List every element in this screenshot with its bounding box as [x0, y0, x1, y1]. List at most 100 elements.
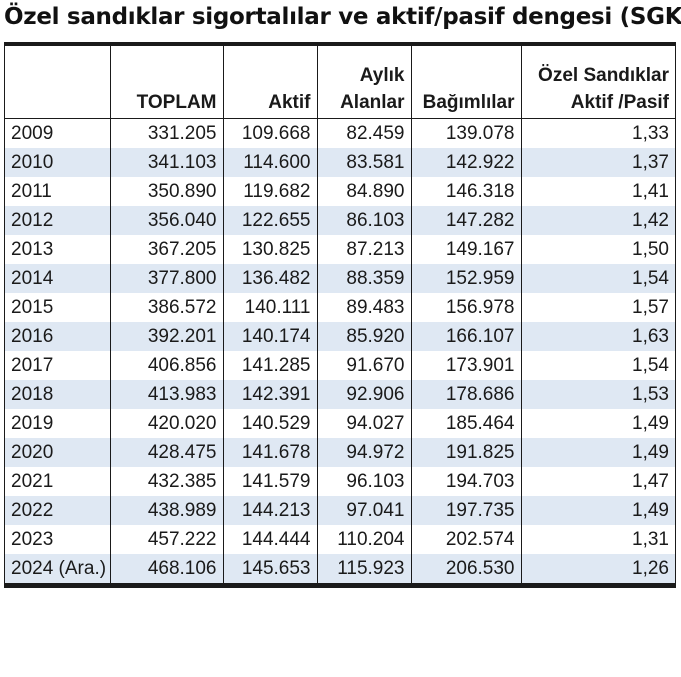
cell-year: 2014 [5, 264, 111, 293]
cell-aktif: 130.825 [223, 235, 318, 264]
cell-toplam: 438.989 [110, 496, 224, 525]
table-row: 2021 432.385 141.579 96.103 194.703 1,47 [5, 467, 675, 496]
cell-aylik-alanlar: 110.204 [317, 525, 412, 554]
cell-toplam: 367.205 [110, 235, 224, 264]
table-row: 2014 377.800 136.482 88.359 152.959 1,54 [5, 264, 675, 293]
cell-bagimlilar: 142.922 [411, 148, 522, 177]
cell-aylik-alanlar: 88.359 [317, 264, 412, 293]
cell-toplam: 392.201 [110, 322, 224, 351]
cell-aktif: 144.213 [223, 496, 318, 525]
cell-bagimlilar: 156.978 [411, 293, 522, 322]
table-row: 2011 350.890 119.682 84.890 146.318 1,41 [5, 177, 675, 206]
cell-aktif: 145.653 [223, 554, 318, 583]
cell-aktif-pasif: 1,57 [632, 297, 669, 318]
cell-toplam: 331.205 [110, 118, 224, 148]
cell-toplam: 428.475 [110, 438, 224, 467]
cell-aylik-alanlar: 97.041 [317, 496, 412, 525]
cell-aktif-pasif: 1,50 [632, 239, 669, 260]
cell-aktif-pasif: 1,54 [632, 355, 669, 376]
cell-bagimlilar: 202.574 [411, 525, 522, 554]
cell-toplam: 420.020 [110, 409, 224, 438]
table-header-row: TOPLAM Aktif Aylık Alanlar Bağımlılar Öze… [5, 46, 675, 119]
cell-bagimlilar: 149.167 [411, 235, 522, 264]
cell-aktif: 136.482 [223, 264, 318, 293]
cell-year: 2016 [5, 322, 111, 351]
header-toplam: TOPLAM [110, 46, 224, 119]
cell-year: 2015 [5, 293, 111, 322]
cell-aktif-pasif: 1,42 [521, 206, 675, 235]
cell-year: 2021 [5, 467, 111, 496]
cell-toplam: 406.856 [110, 351, 224, 380]
cell-year: 2017 [5, 351, 111, 380]
cell-aktif-pasif: 1,41 [632, 181, 669, 202]
cell-aktif: 144.444 [223, 525, 318, 554]
cell-aktif: 142.391 [223, 380, 318, 409]
cell-bagimlilar: 185.464 [411, 409, 522, 438]
cell-aktif: 114.600 [223, 148, 318, 177]
cell-toplam: 468.106 [110, 554, 224, 583]
cell-aktif: 140.111 [223, 293, 318, 322]
cell-bagimlilar: 166.107 [411, 322, 522, 351]
table-row: 2017 406.856 141.285 91.670 173.901 1,54 [5, 351, 675, 380]
cell-year: 2011 [5, 177, 111, 206]
cell-year: 2022 [5, 496, 111, 525]
header-bagimlilar: Bağımlılar [411, 46, 522, 119]
cell-toplam: 377.800 [110, 264, 224, 293]
cell-year: 2013 [5, 235, 111, 264]
cell-toplam: 356.040 [110, 206, 224, 235]
cell-aylik-alanlar: 115.923 [317, 554, 412, 583]
cell-bagimlilar: 146.318 [411, 177, 522, 206]
table-row: 2022 438.989 144.213 97.041 197.735 1,49 [5, 496, 675, 525]
cell-bagimlilar: 206.530 [411, 554, 522, 583]
table-row: 2024 (Ara.) 468.106 145.653 115.923 206.530 1… [5, 554, 675, 583]
cell-aktif-pasif: 1,47 [632, 471, 669, 492]
cell-bagimlilar: 197.735 [411, 496, 522, 525]
cell-aktif-pasif: 1,31 [632, 529, 669, 550]
page-title: Özel sandıklar sigortalılar ve aktif/pas… [4, 4, 681, 30]
cell-year: 2020 [5, 438, 111, 467]
cell-aktif: 140.529 [223, 409, 318, 438]
cell-year: 2024 (Ara.) [5, 554, 111, 583]
cell-year: 2012 [5, 206, 111, 235]
cell-bagimlilar: 147.282 [411, 206, 522, 235]
cell-toplam: 386.572 [110, 293, 224, 322]
cell-year: 2010 [5, 148, 111, 177]
header-aktif: Aktif [223, 46, 318, 119]
cell-year: 2009 [5, 118, 111, 148]
cell-aktif: 119.682 [223, 177, 318, 206]
cell-aktif: 122.655 [223, 206, 318, 235]
cell-aylik-alanlar: 92.906 [317, 380, 412, 409]
cell-bagimlilar: 139.078 [411, 118, 522, 148]
cell-bagimlilar: 178.686 [411, 380, 522, 409]
cell-year: 2018 [5, 380, 111, 409]
cell-aktif-pasif: 1,63 [521, 322, 675, 351]
table-row: 2018 413.983 142.391 92.906 178.686 1,53 [5, 380, 675, 409]
cell-bagimlilar: 152.959 [411, 264, 522, 293]
cell-aktif-pasif: 1,49 [521, 496, 675, 525]
cell-bagimlilar: 191.825 [411, 438, 522, 467]
cell-aktif: 141.285 [223, 351, 318, 380]
header-year [5, 46, 111, 119]
cell-aylik-alanlar: 94.027 [317, 409, 412, 438]
cell-aktif-pasif: 1,26 [521, 554, 675, 583]
table-row: 2019 420.020 140.529 94.027 185.464 1,49 [5, 409, 675, 438]
cell-bagimlilar: 173.901 [411, 351, 522, 380]
cell-aylik-alanlar: 96.103 [317, 467, 412, 496]
cell-aktif-pasif: 1,54 [521, 264, 675, 293]
table-row: 2015 386.572 140.111 89.483 156.978 1,57 [5, 293, 675, 322]
cell-toplam: 432.385 [110, 467, 224, 496]
cell-aylik-alanlar: 91.670 [317, 351, 412, 380]
table-row: 2016 392.201 140.174 85.920 166.107 1,63 [5, 322, 675, 351]
cell-aylik-alanlar: 83.581 [317, 148, 412, 177]
cell-aylik-alanlar: 84.890 [317, 177, 412, 206]
cell-toplam: 413.983 [110, 380, 224, 409]
table-row: 2020 428.475 141.678 94.972 191.825 1,49 [5, 438, 675, 467]
cell-aktif-pasif: 1,49 [632, 413, 669, 434]
cell-aktif: 140.174 [223, 322, 318, 351]
table-row: 2012 356.040 122.655 86.103 147.282 1,42 [5, 206, 675, 235]
cell-aylik-alanlar: 86.103 [317, 206, 412, 235]
cell-year: 2023 [5, 525, 111, 554]
table-row: 2010 341.103 114.600 83.581 142.922 1,37 [5, 148, 675, 177]
table-row: 2023 457.222 144.444 110.204 202.574 1,31 [5, 525, 675, 554]
cell-toplam: 350.890 [110, 177, 224, 206]
